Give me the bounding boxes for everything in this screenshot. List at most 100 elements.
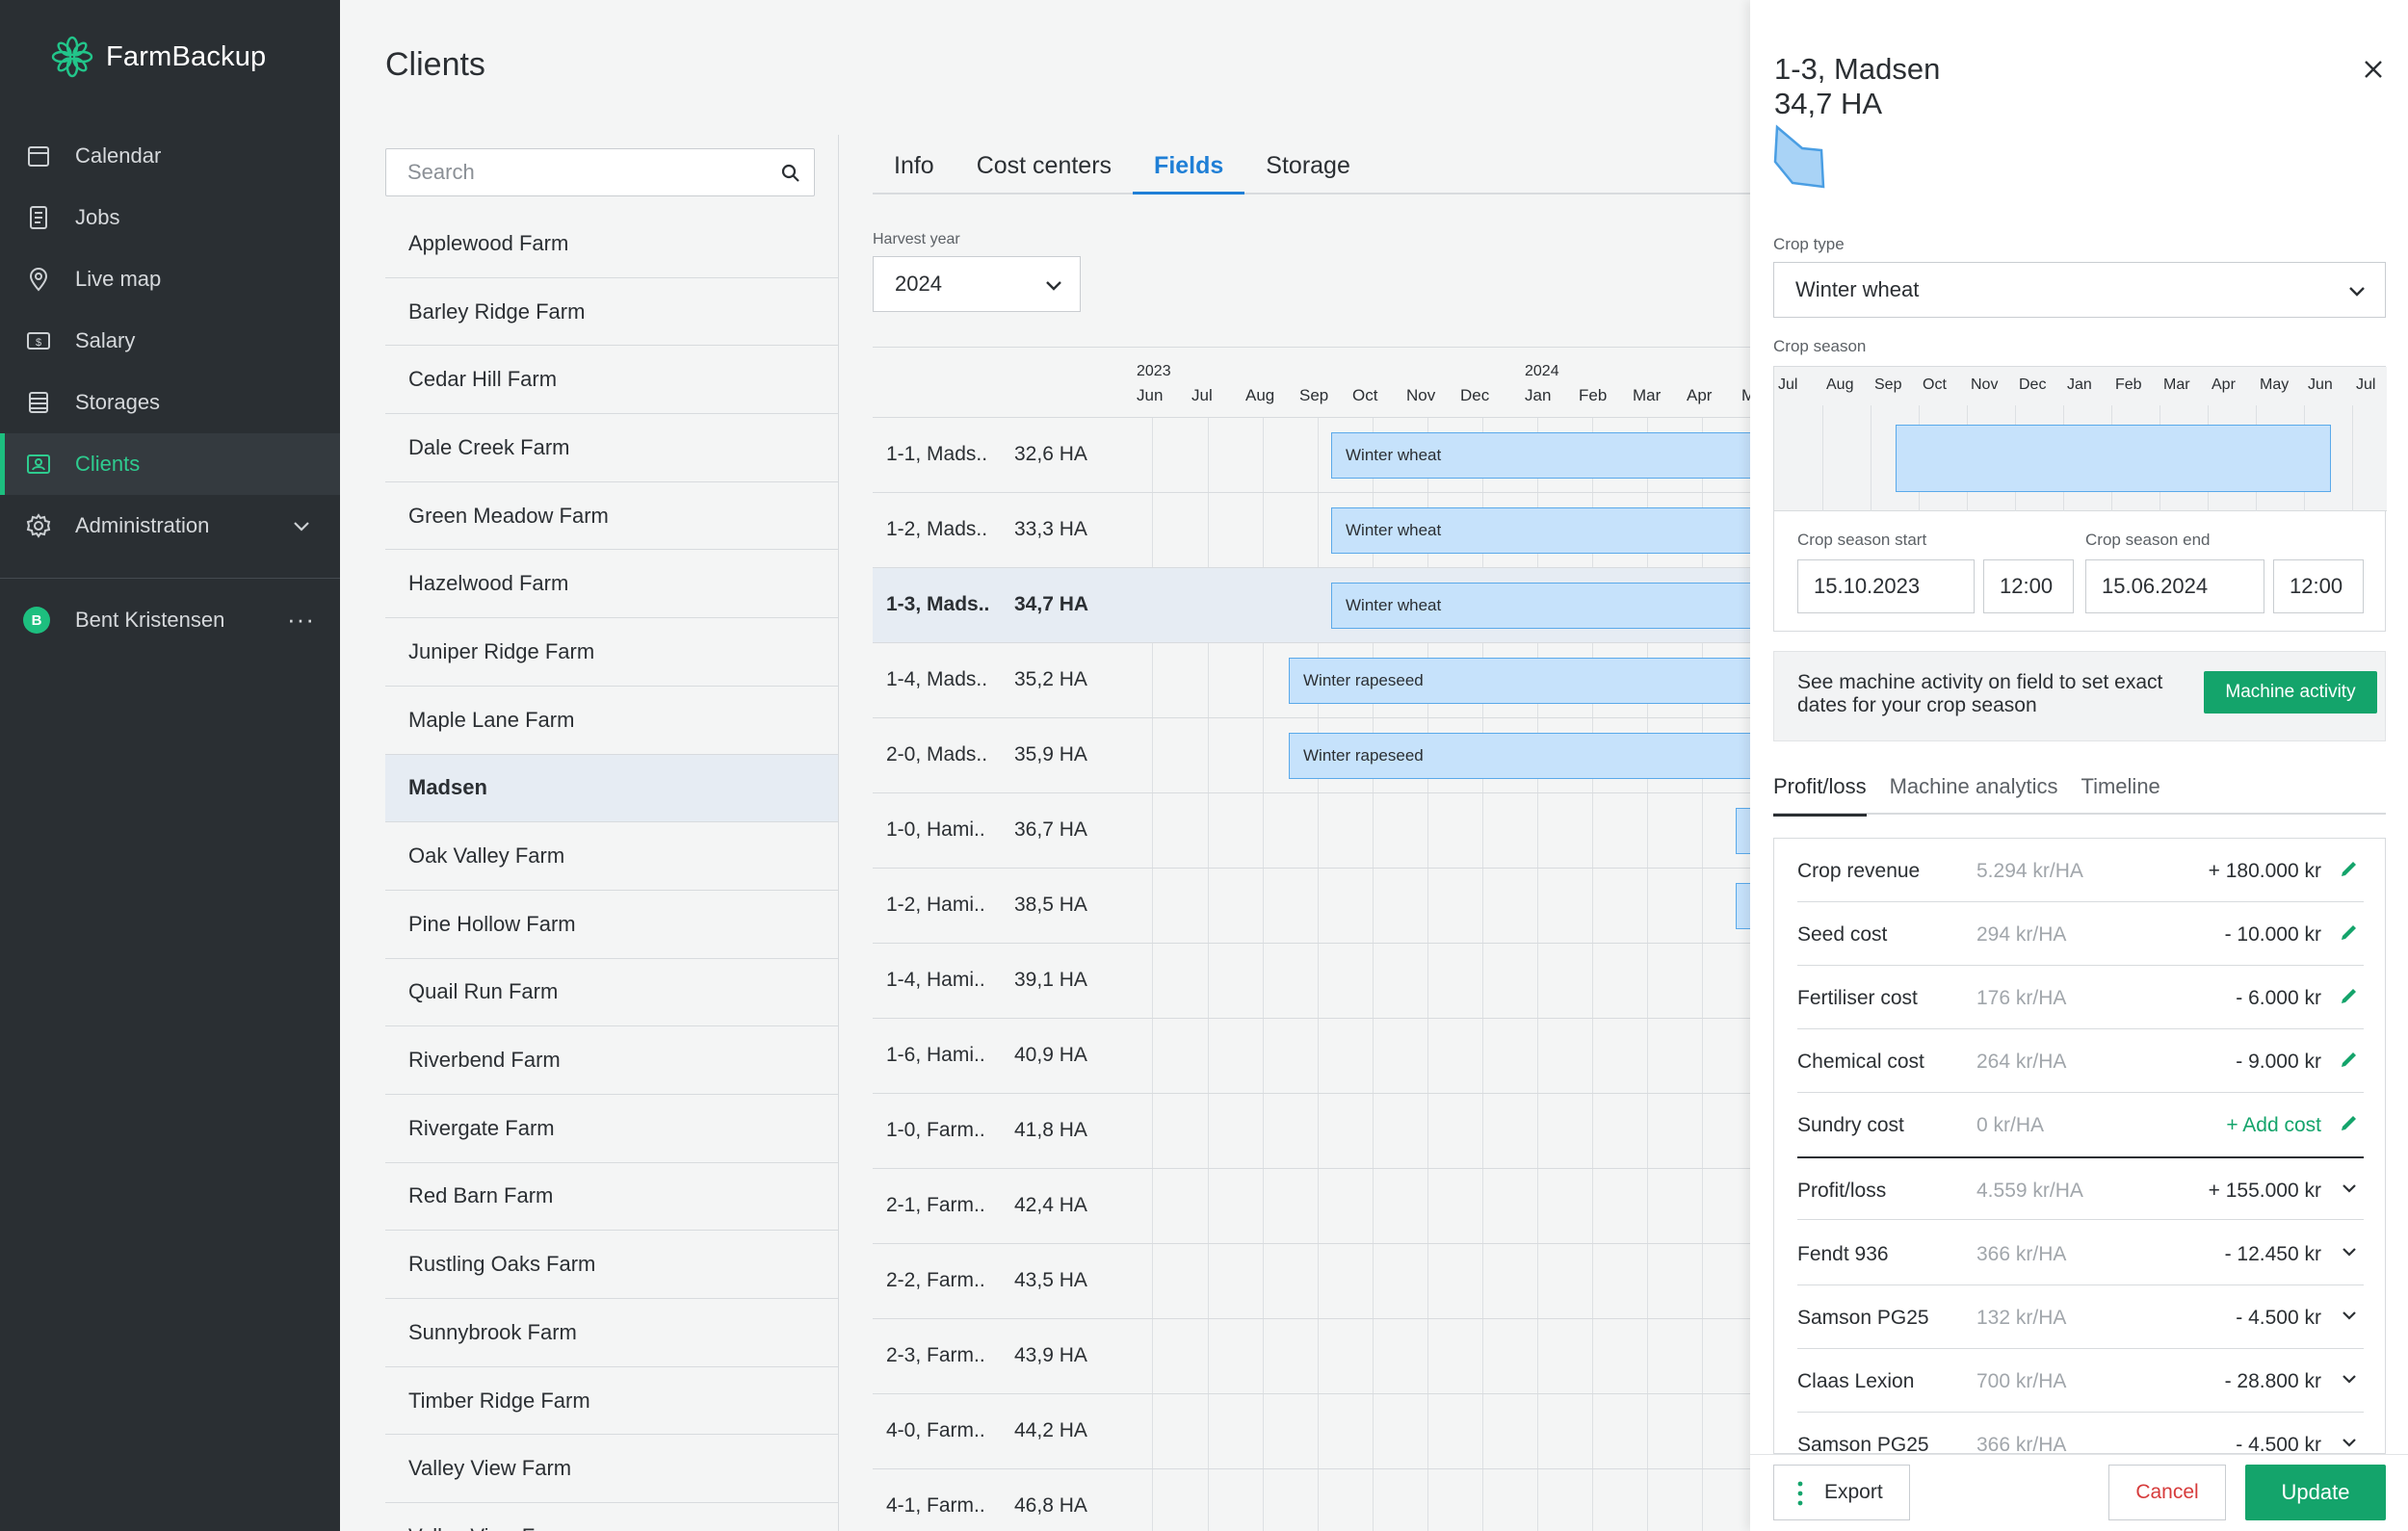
nav-item-calendar[interactable]: Calendar bbox=[0, 125, 340, 187]
tab-storage[interactable]: Storage bbox=[1266, 152, 1350, 179]
nav-item-jobs[interactable]: Jobs bbox=[0, 187, 340, 248]
pencil-icon[interactable] bbox=[2339, 985, 2362, 1008]
tab-machine-analytics[interactable]: Machine analytics bbox=[1889, 774, 2058, 798]
user-menu[interactable]: B Bent Kristensen ··· bbox=[0, 589, 340, 651]
nav-item-administration[interactable]: Administration bbox=[0, 495, 340, 557]
field-row[interactable]: 1-1, Mads.. 32,6 HA Winter wheat bbox=[873, 418, 1836, 493]
start-time-input[interactable]: 12:00 bbox=[1983, 559, 2074, 613]
field-row[interactable]: 1-4, Mads.. 35,2 HA Winter rapeseed bbox=[873, 643, 1836, 718]
client-item[interactable]: Green Meadow Farm bbox=[385, 482, 838, 551]
month-label: Aug bbox=[1245, 386, 1275, 404]
client-item[interactable]: Valley View Farm bbox=[385, 1435, 838, 1504]
chevron-down-icon[interactable] bbox=[2339, 1305, 2362, 1328]
export-button[interactable]: Export bbox=[1773, 1465, 1910, 1520]
close-icon[interactable] bbox=[2362, 58, 2385, 81]
client-item[interactable]: Red Barn Farm bbox=[385, 1163, 838, 1232]
brand-logo[interactable]: FarmBackup bbox=[50, 35, 266, 79]
nav-item-storages[interactable]: Storages bbox=[0, 372, 340, 433]
pencil-icon[interactable] bbox=[2339, 1112, 2362, 1135]
tab-profit-loss[interactable]: Profit/loss bbox=[1773, 770, 1867, 817]
client-item[interactable]: Quail Run Farm bbox=[385, 959, 838, 1027]
field-row[interactable]: 1-0, Hami.. 36,7 HA bbox=[873, 793, 1836, 869]
crop-bar[interactable]: Winter rapeseed bbox=[1289, 658, 1836, 704]
month-label: May bbox=[2260, 376, 2290, 393]
field-row[interactable]: 4-0, Farm.. 44,2 HA bbox=[873, 1394, 1836, 1469]
field-name: 1-1, Mads.. bbox=[886, 443, 988, 465]
pl-machine-row[interactable]: Samson PG25 366 kr/HA - 4.500 kr bbox=[1797, 1413, 2364, 1453]
nav-item-live-map[interactable]: Live map bbox=[0, 248, 340, 310]
profit-loss-table: Crop revenue 5.294 kr/HA + 180.000 kr Se… bbox=[1773, 838, 2386, 1454]
month-label: Dec bbox=[1460, 386, 1490, 404]
pl-total-row[interactable]: Profit/loss 4.559 kr/HA + 155.000 kr bbox=[1797, 1156, 2364, 1220]
more-options-icon[interactable]: ··· bbox=[287, 605, 315, 634]
field-row[interactable]: 1-6, Hami.. 40,9 HA bbox=[873, 1019, 1836, 1094]
field-row[interactable]: 4-1, Farm.. 46,8 HA bbox=[873, 1469, 1836, 1531]
crop-season-bar[interactable] bbox=[1896, 425, 2331, 492]
pl-name: Crop revenue bbox=[1797, 860, 1921, 882]
pl-amount: - 10.000 kr bbox=[2224, 923, 2321, 946]
pl-name: Claas Lexion bbox=[1797, 1370, 1915, 1392]
machine-activity-button[interactable]: Machine activity bbox=[2204, 671, 2377, 714]
chevron-down-icon[interactable] bbox=[2339, 1241, 2362, 1264]
add-cost-link[interactable]: + Add cost bbox=[2226, 1114, 2321, 1136]
field-name: 1-3, Mads.. bbox=[886, 593, 990, 615]
field-row[interactable]: 1-2, Mads.. 33,3 HA Winter wheat bbox=[873, 493, 1836, 568]
client-item[interactable]: Sunnybrook Farm bbox=[385, 1299, 838, 1367]
crop-bar[interactable]: Winter rapeseed bbox=[1289, 733, 1836, 779]
client-item[interactable]: Dale Creek Farm bbox=[385, 414, 838, 482]
field-row[interactable]: 1-2, Hami.. 38,5 HA bbox=[873, 869, 1836, 944]
nav-item-salary[interactable]: $ Salary bbox=[0, 310, 340, 372]
pl-machine-row[interactable]: Fendt 936 366 kr/HA - 12.450 kr bbox=[1797, 1222, 2364, 1285]
end-date-input[interactable]: 15.06.2024 bbox=[2085, 559, 2264, 613]
field-row[interactable]: 2-0, Mads.. 35,9 HA Winter rapeseed bbox=[873, 718, 1836, 793]
month-label: Jul bbox=[2356, 376, 2376, 393]
search-input[interactable] bbox=[386, 149, 752, 195]
crop-type-select[interactable]: Winter wheat bbox=[1773, 262, 2386, 318]
nav-label: Clients bbox=[75, 452, 141, 476]
chevron-down-icon[interactable] bbox=[290, 514, 313, 537]
search-icon[interactable] bbox=[779, 162, 802, 185]
start-date-input[interactable]: 15.10.2023 bbox=[1797, 559, 1975, 613]
harvest-year-select[interactable]: 2024 bbox=[873, 256, 1081, 312]
field-row[interactable]: 2-2, Farm.. 43,5 HA bbox=[873, 1244, 1836, 1319]
cancel-button[interactable]: Cancel bbox=[2108, 1465, 2226, 1520]
tab-fields[interactable]: Fields bbox=[1133, 143, 1245, 195]
client-item[interactable]: Pine Hollow Farm bbox=[385, 891, 838, 959]
client-item[interactable]: Applewood Farm bbox=[385, 210, 838, 278]
client-item[interactable]: Rivergate Farm bbox=[385, 1095, 838, 1163]
client-item[interactable]: Valley View Farm bbox=[385, 1503, 838, 1531]
field-row[interactable]: 1-4, Hami.. 39,1 HA bbox=[873, 944, 1836, 1019]
update-button[interactable]: Update bbox=[2245, 1465, 2386, 1520]
chevron-down-icon[interactable] bbox=[2339, 1432, 2362, 1453]
field-row[interactable]: 1-0, Farm.. 41,8 HA bbox=[873, 1094, 1836, 1169]
tab-info[interactable]: Info bbox=[894, 152, 934, 179]
pl-machine-row[interactable]: Samson PG25 132 kr/HA - 4.500 kr bbox=[1797, 1285, 2364, 1349]
pl-name: Chemical cost bbox=[1797, 1051, 1924, 1073]
pencil-icon[interactable] bbox=[2339, 858, 2362, 881]
nav-item-clients[interactable]: Clients bbox=[0, 433, 340, 495]
field-row[interactable]: 2-3, Farm.. 43,9 HA bbox=[873, 1319, 1836, 1394]
client-item[interactable]: Cedar Hill Farm bbox=[385, 346, 838, 415]
calendar-icon bbox=[23, 141, 54, 171]
tab-cost-centers[interactable]: Cost centers bbox=[976, 152, 1112, 179]
chevron-down-icon[interactable] bbox=[2339, 1178, 2362, 1201]
field-name: 1-0, Hami.. bbox=[886, 818, 985, 841]
pencil-icon[interactable] bbox=[2339, 921, 2362, 945]
field-row-selected[interactable]: 1-3, Mads.. 34,7 HA Winter wheat bbox=[873, 568, 1836, 643]
client-item[interactable]: Oak Valley Farm bbox=[385, 822, 838, 891]
client-item[interactable]: Rustling Oaks Farm bbox=[385, 1231, 838, 1299]
client-item[interactable]: Riverbend Farm bbox=[385, 1026, 838, 1095]
chevron-down-icon[interactable] bbox=[2339, 1368, 2362, 1391]
pl-machine-row[interactable]: Claas Lexion 700 kr/HA - 28.800 kr bbox=[1797, 1349, 2364, 1413]
end-time-input[interactable]: 12:00 bbox=[2273, 559, 2364, 613]
client-item[interactable]: Hazelwood Farm bbox=[385, 550, 838, 619]
client-item[interactable]: Timber Ridge Farm bbox=[385, 1367, 838, 1436]
pl-row: Chemical cost 264 kr/HA - 9.000 kr bbox=[1797, 1029, 2364, 1093]
client-item-selected[interactable]: Madsen bbox=[385, 754, 838, 823]
client-item[interactable]: Juniper Ridge Farm bbox=[385, 618, 838, 687]
tab-timeline[interactable]: Timeline bbox=[2081, 774, 2160, 798]
client-item[interactable]: Maple Lane Farm bbox=[385, 687, 838, 755]
client-item[interactable]: Barley Ridge Farm bbox=[385, 278, 838, 347]
field-row[interactable]: 2-1, Farm.. 42,4 HA bbox=[873, 1169, 1836, 1244]
pencil-icon[interactable] bbox=[2339, 1049, 2362, 1072]
